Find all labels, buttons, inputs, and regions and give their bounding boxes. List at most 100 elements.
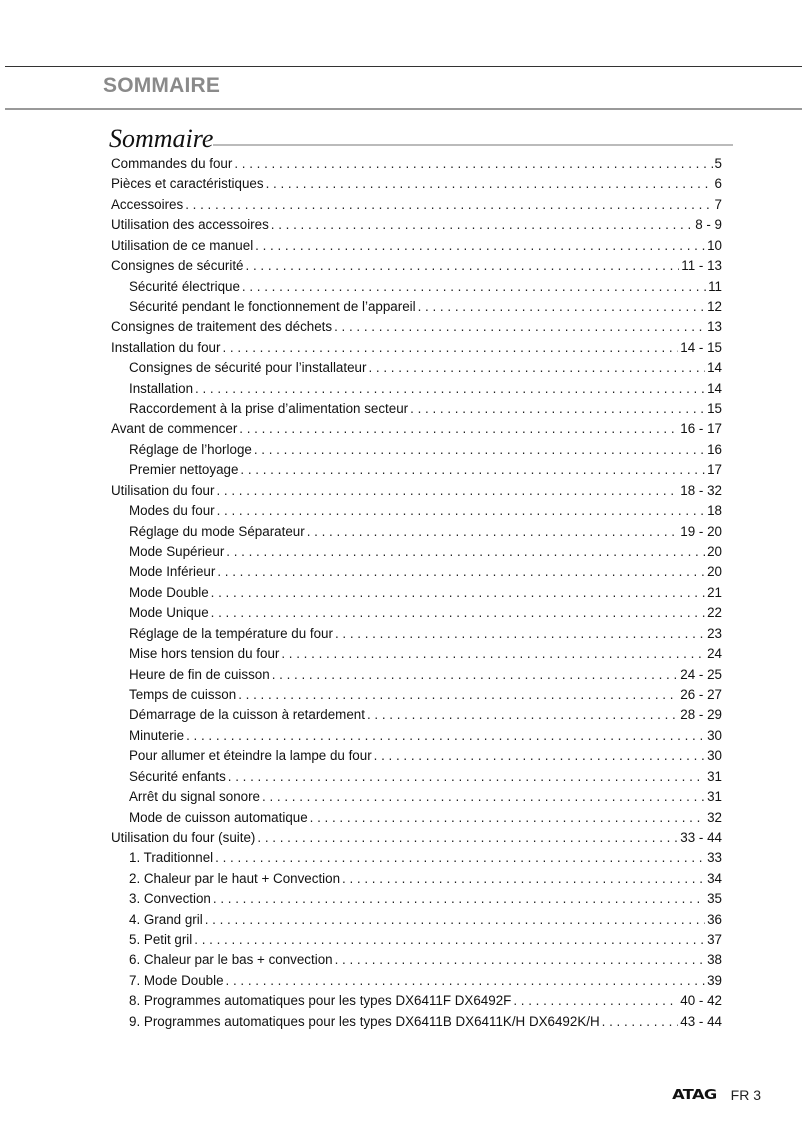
dot-leader [281, 644, 705, 664]
toc-entry-label: Utilisation des accessoires [111, 217, 269, 233]
toc-entry-label: 8. Programmes automatiques pour les type… [129, 993, 512, 1009]
toc-entry[interactable]: Réglage de l’horloge 16 [111, 440, 722, 460]
toc-entry[interactable]: Mode de cuisson automatique 32 [111, 808, 722, 828]
toc-entry[interactable]: Commandes du four 5 [111, 154, 722, 174]
toc-entry[interactable]: Mode Unique 22 [111, 603, 722, 623]
toc-entry[interactable]: Consignes de sécurité 11 - 13 [111, 256, 722, 276]
toc-entry[interactable]: Sécurité enfants 31 [111, 767, 722, 787]
toc-entry-label: Consignes de traitement des déchets [111, 319, 333, 335]
dot-leader [234, 154, 712, 174]
toc-entry[interactable]: 7. Mode Double 39 [111, 971, 722, 991]
section-title: SOMMAIRE [103, 74, 221, 97]
toc-entry-label: Démarrage de la cuisson à retardement [129, 707, 365, 723]
toc-entry[interactable]: Réglage de la température du four 23 [111, 624, 722, 644]
toc-entry[interactable]: Utilisation du four (suite) 33 - 44 [111, 828, 722, 848]
toc-entry-label: Utilisation du four (suite) [111, 829, 256, 845]
toc-entry[interactable]: Temps de cuisson 26 - 27 [111, 685, 722, 705]
dot-leader [272, 665, 679, 685]
toc-entry[interactable]: Arrêt du signal sonore 31 [111, 787, 722, 807]
toc-entry[interactable]: Consignes de traitement des déchets 13 [111, 317, 722, 337]
toc-entry-page: 14 [707, 380, 722, 396]
toc-entry[interactable]: 3. Convection 35 [111, 889, 722, 909]
toc-entry[interactable]: Heure de fin de cuisson 24 - 25 [111, 665, 722, 685]
toc-entry-label: Consignes de sécurité pour l’installateu… [129, 360, 367, 376]
toc-entry[interactable]: Installation du four 14 - 15 [111, 338, 722, 358]
toc-entry-page: 32 [707, 809, 722, 825]
toc-entry[interactable]: Mise hors tension du four 24 [111, 644, 722, 664]
atag-logo: ATAG [672, 1087, 717, 1103]
toc-entry[interactable]: Avant de commencer 16 - 17 [111, 419, 722, 439]
dot-leader [342, 869, 705, 889]
toc-entry[interactable]: Mode Supérieur 20 [111, 542, 722, 562]
toc-entry-page: 31 [707, 768, 722, 784]
toc-entry-page: 5 [714, 156, 722, 171]
toc-entry[interactable]: Installation 14 [111, 379, 722, 399]
toc-entry[interactable]: 9. Programmes automatiques pour les type… [111, 1012, 722, 1032]
toc-entry-page: 21 [707, 584, 722, 600]
toc-entry-page: 35 [707, 891, 722, 907]
dot-leader [334, 317, 705, 337]
toc-entry[interactable]: Mode Inférieur 20 [111, 562, 722, 582]
toc-entry-label: Pour allumer et éteindre la lampe du fou… [129, 748, 372, 764]
toc-entry-page: 36 [707, 911, 722, 927]
dot-leader [271, 215, 693, 235]
dot-leader [239, 419, 678, 439]
toc-entry[interactable]: Sécurité pendant le fonctionnement de l’… [111, 297, 722, 317]
dot-leader [226, 971, 706, 991]
toc-entry-label: Réglage de l’horloge [129, 441, 252, 457]
toc-entry[interactable]: 4. Grand gril 36 [111, 910, 722, 930]
toc-entry-page: 18 [707, 503, 722, 519]
toc-entry-page: 37 [707, 932, 722, 948]
dot-leader [254, 440, 705, 460]
toc-entry-page: 12 [707, 298, 722, 314]
dot-leader [205, 910, 705, 930]
dot-leader [257, 828, 678, 848]
toc-entry-label: Sécurité pendant le fonctionnement de l’… [129, 298, 416, 314]
toc-entry[interactable]: Démarrage de la cuisson à retardement 28 … [111, 705, 722, 725]
toc-entry[interactable]: Accessoires 7 [111, 195, 722, 215]
toc-entry[interactable]: Sécurité électrique 11 [111, 277, 722, 297]
toc-entry-label: Sécurité électrique [129, 278, 240, 294]
toc-entry-label: 6. Chaleur par le bas + convection [129, 952, 333, 968]
dot-leader [335, 950, 706, 970]
toc-entry-page: 7 [714, 196, 722, 212]
toc-entry[interactable]: Mode Double 21 [111, 583, 722, 603]
dot-leader [213, 889, 705, 909]
toc-entry[interactable]: 8. Programmes automatiques pour les type… [111, 991, 722, 1011]
dot-leader [211, 603, 705, 623]
toc-entry-page: 30 [707, 727, 722, 743]
toc-entry[interactable]: 6. Chaleur par le bas + convection 38 [111, 950, 722, 970]
toc-entry[interactable]: Raccordement à la prise d’alimentation s… [111, 399, 722, 419]
toc-entry[interactable]: Utilisation de ce manuel 10 [111, 236, 722, 256]
toc-entry[interactable]: Consignes de sécurité pour l’installateu… [111, 358, 722, 378]
toc-entry[interactable]: Pièces et caractéristiques 6 [111, 174, 722, 194]
toc-entry[interactable]: 5. Petit gril 37 [111, 930, 722, 950]
dot-leader [226, 542, 705, 562]
toc-entry[interactable]: Utilisation du four 18 - 32 [111, 481, 722, 501]
toc-entry-page: 20 [707, 564, 722, 580]
toc-entry[interactable]: 1. Traditionnel 33 [111, 848, 722, 868]
dot-leader [262, 787, 705, 807]
dot-leader [242, 277, 706, 297]
dot-leader [374, 746, 705, 766]
toc-entry-label: Modes du four [129, 503, 215, 519]
toc-entry[interactable]: Premier nettoyage 17 [111, 460, 722, 480]
toc-entry-label: Installation du four [111, 339, 221, 355]
toc-entry-page: 13 [707, 319, 722, 335]
toc-entry-label: Réglage de la température du four [129, 625, 333, 641]
toc-entry-page: 10 [707, 237, 722, 253]
toc-entry[interactable]: Modes du four 18 [111, 501, 722, 521]
dot-leader [185, 195, 712, 215]
toc-entry[interactable]: Minuterie 30 [111, 726, 722, 746]
toc-entry[interactable]: Utilisation des accessoires 8 - 9 [111, 215, 722, 235]
toc-entry-page: 40 - 42 [680, 993, 722, 1009]
dot-leader [215, 848, 705, 868]
toc-heading-rule [213, 144, 733, 146]
toc-entry-page: 11 - 13 [681, 258, 722, 274]
toc-entry-page: 34 [707, 870, 722, 886]
toc-entry[interactable]: 2. Chaleur par le haut + Convection 34 [111, 869, 722, 889]
toc-entry-label: Accessoires [111, 196, 184, 212]
toc-entry[interactable]: Réglage du mode Séparateur 19 - 20 [111, 522, 722, 542]
toc-entry-label: 1. Traditionnel [129, 850, 214, 866]
toc-entry[interactable]: Pour allumer et éteindre la lampe du fou… [111, 746, 722, 766]
